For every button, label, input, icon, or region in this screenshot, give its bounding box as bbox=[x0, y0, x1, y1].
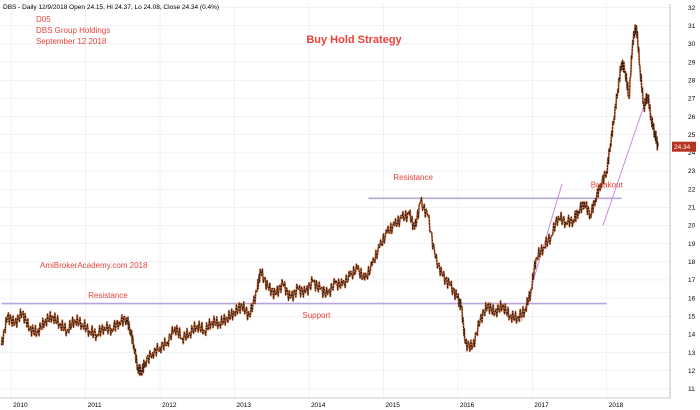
y-tick-label: 24 bbox=[688, 150, 696, 157]
info-line-symbol: D05 bbox=[36, 15, 51, 24]
y-tick-label: 15 bbox=[688, 313, 696, 320]
info-line-name: DBS Group Holdings bbox=[36, 26, 110, 35]
y-axis: 11 12 13 14 15 16 17 18 19 20 21 22 23 24 25 26 27 28 29 30… bbox=[669, 4, 696, 398]
y-tick-label: 18 bbox=[688, 259, 696, 266]
y-tick-label: 26 bbox=[688, 114, 696, 121]
y-tick-label: 31 bbox=[688, 23, 696, 30]
y-tick-label: 30 bbox=[688, 41, 696, 48]
y-tick-label: 27 bbox=[688, 96, 696, 103]
x-tick-label: 2013 bbox=[237, 402, 252, 409]
y-tick-label: 16 bbox=[688, 295, 696, 302]
y-tick-label: 22 bbox=[688, 186, 696, 193]
chart-title: Buy Hold Strategy bbox=[306, 34, 402, 46]
price-tag-label: 24.34 bbox=[674, 144, 691, 151]
y-tick-label: 25 bbox=[688, 132, 696, 139]
annotation-label: Resistance bbox=[88, 291, 128, 300]
y-tick-label: 28 bbox=[688, 77, 696, 84]
chart-header: DBS - Daily 12/9/2018 Open 24.15, Hi 24.… bbox=[3, 4, 219, 11]
y-tick-label: 23 bbox=[688, 168, 696, 175]
price-tag-box bbox=[672, 141, 696, 152]
trend-line bbox=[602, 94, 649, 226]
price-line-shadow bbox=[0, 24, 659, 377]
y-tick-label: 32 bbox=[688, 5, 696, 12]
gridlines bbox=[0, 4, 670, 398]
y-tick-label: 17 bbox=[688, 277, 696, 284]
annotations: Resistance Support Resistance Breakout bbox=[88, 173, 623, 320]
info-line-date: September 12 2018 bbox=[36, 37, 107, 46]
y-tick-label: 13 bbox=[688, 350, 696, 357]
watermark-text: AmiBrokerAcademy.com 2018 bbox=[40, 261, 148, 270]
y-tick-label: 14 bbox=[688, 332, 696, 339]
x-tick-label: 2014 bbox=[311, 402, 326, 409]
x-tick-label: 2017 bbox=[534, 402, 549, 409]
y-tick-label: 20 bbox=[688, 223, 696, 230]
y-tick-label: 19 bbox=[688, 241, 696, 248]
x-tick-label: 2018 bbox=[609, 402, 624, 409]
x-tick-label: 2016 bbox=[460, 402, 475, 409]
annotation-label: Resistance bbox=[393, 173, 433, 182]
x-tick-label: 2010 bbox=[13, 402, 28, 409]
x-tick-label: 2015 bbox=[385, 402, 400, 409]
price-line bbox=[1, 24, 659, 376]
annotation-label: Breakout bbox=[591, 180, 624, 189]
x-axis: 2010 2011 2012 2013 2014 2015 2016 2017 2018 bbox=[0, 397, 670, 409]
x-tick-label: 2012 bbox=[162, 402, 177, 409]
y-tick-label: 21 bbox=[688, 205, 696, 212]
y-tick-label: 12 bbox=[688, 368, 696, 375]
y-tick-label: 11 bbox=[688, 386, 695, 393]
x-tick-label: 2011 bbox=[88, 402, 102, 409]
annotation-label: Support bbox=[302, 311, 331, 320]
price-series bbox=[0, 24, 659, 377]
y-tick-label: 29 bbox=[688, 59, 696, 66]
last-price-tag: 24.34 bbox=[672, 141, 696, 152]
